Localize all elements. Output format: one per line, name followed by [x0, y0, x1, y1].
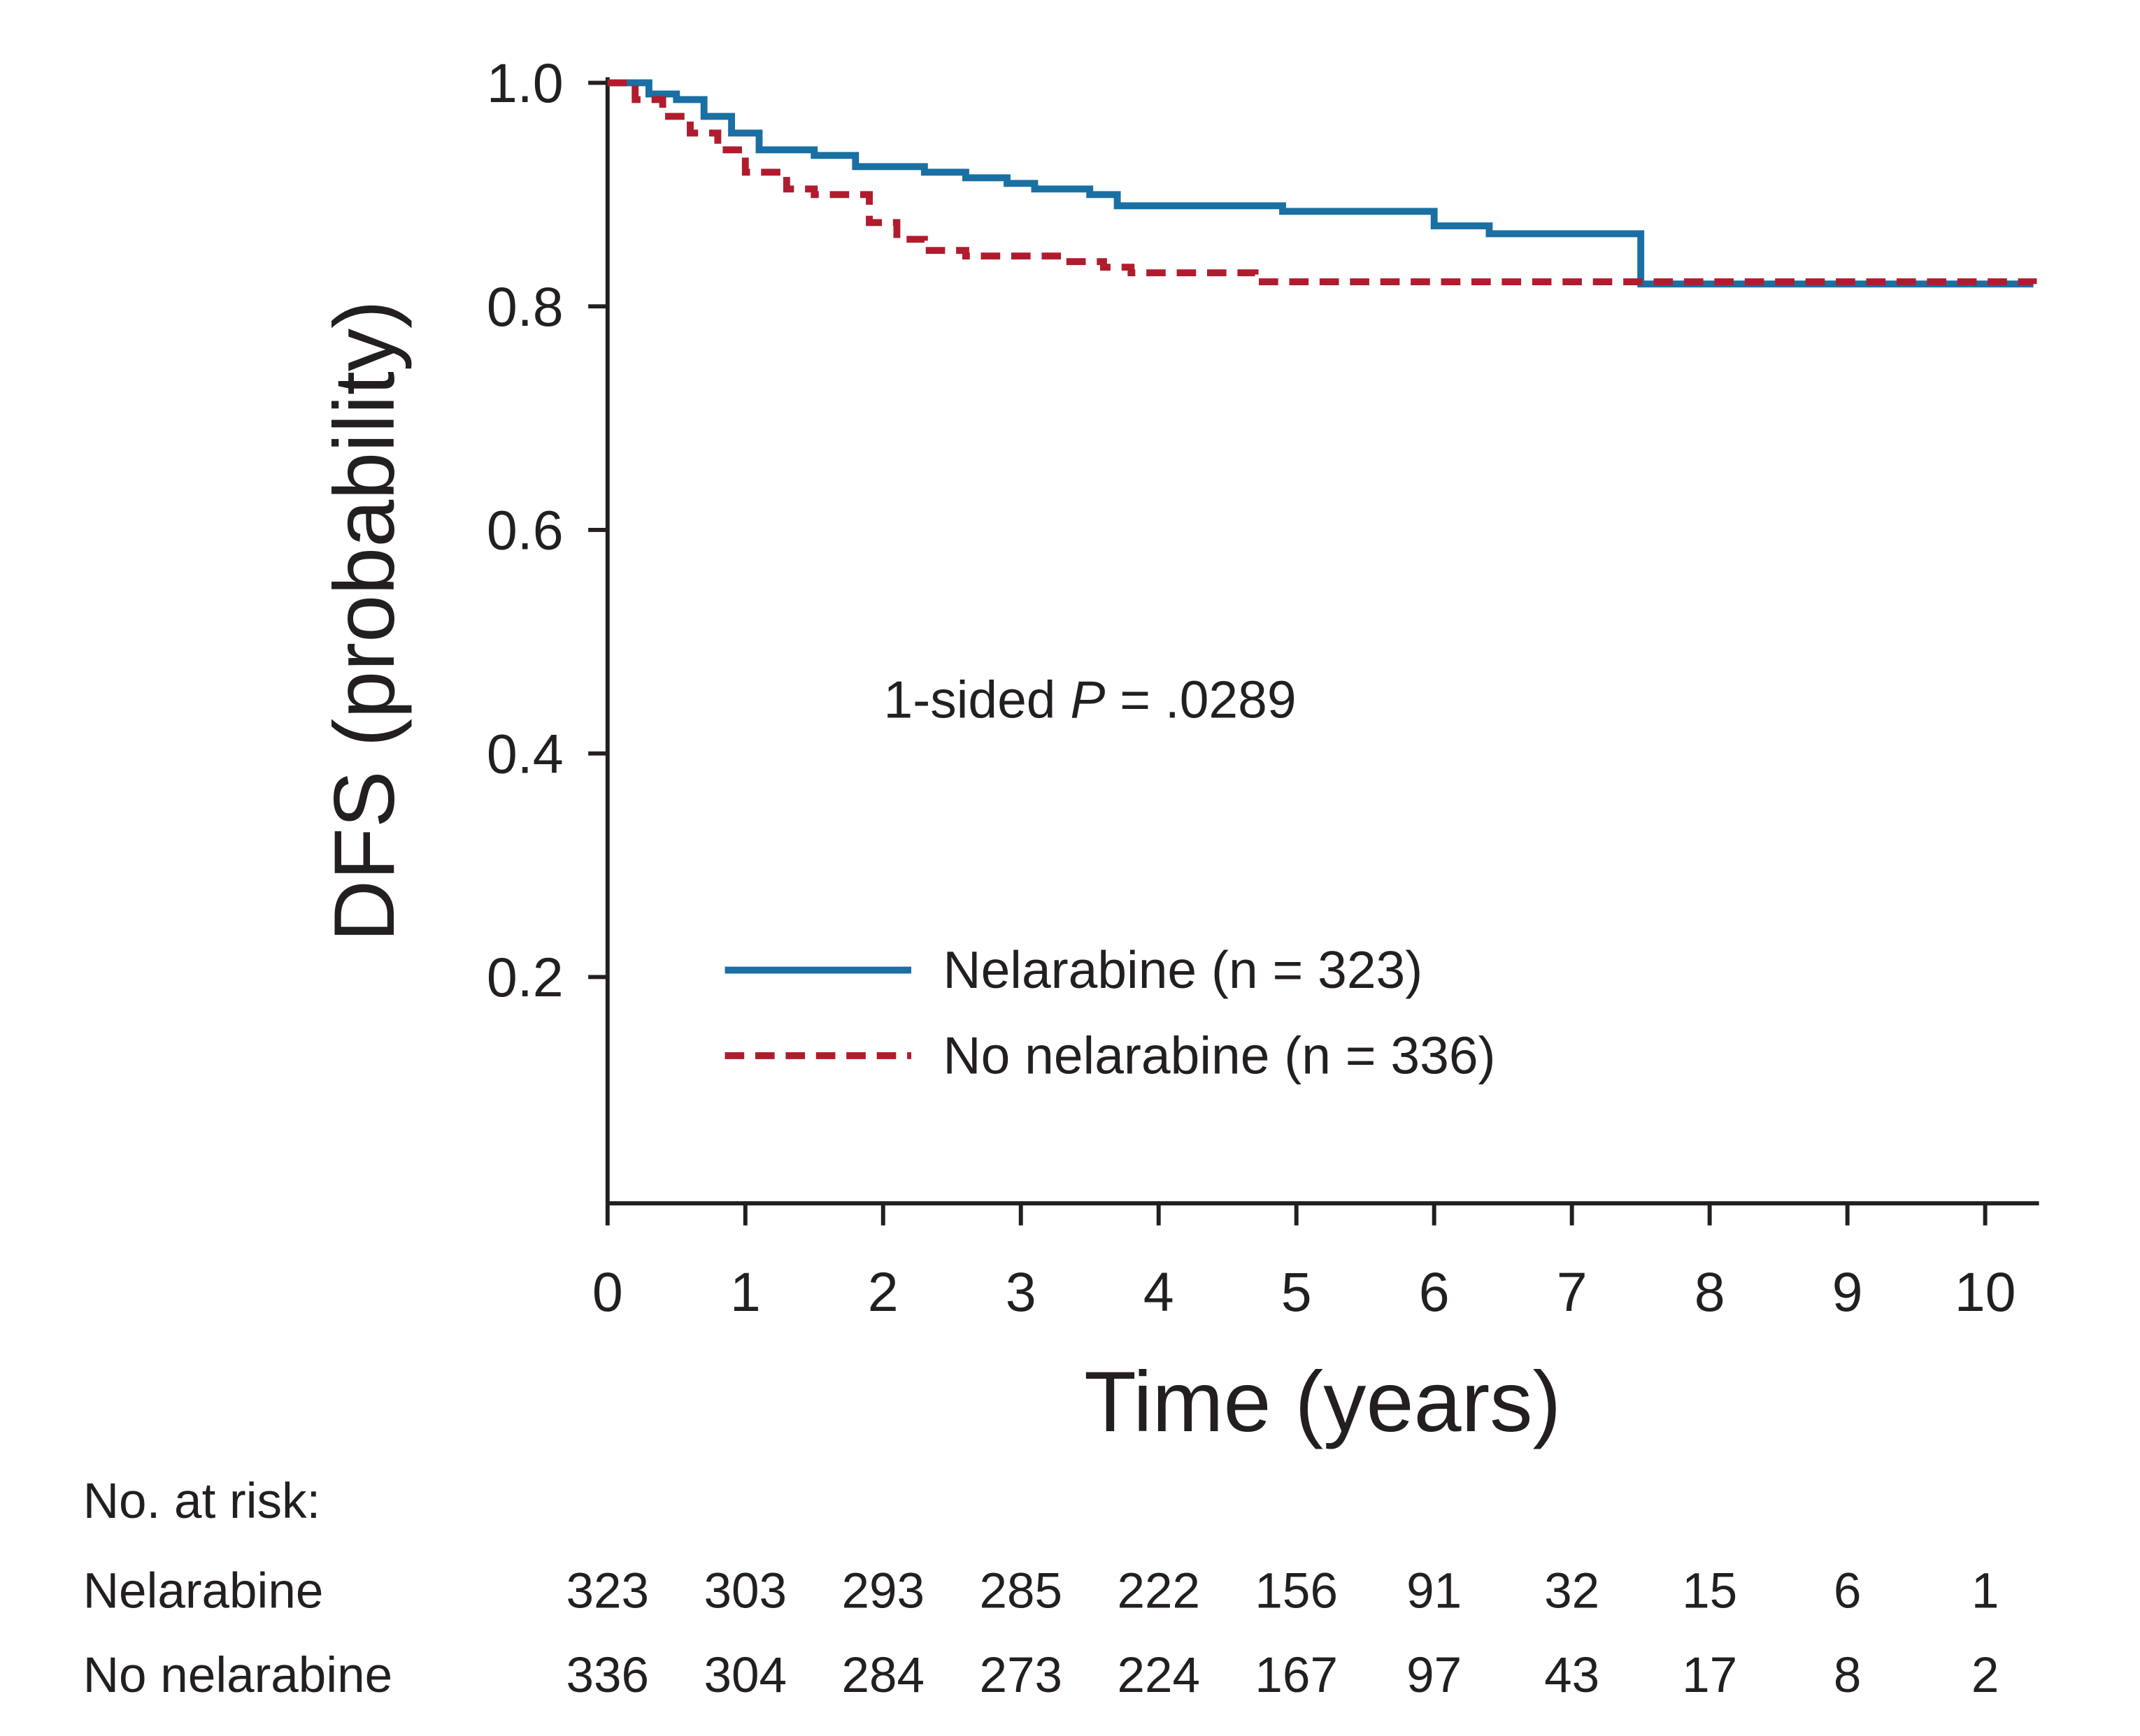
- risk-value: 336: [566, 1648, 650, 1703]
- risk-value: 91: [1406, 1563, 1462, 1619]
- x-tick-label: 3: [1006, 1261, 1036, 1323]
- curve-no-nelarabine: [607, 79, 2037, 285]
- x-tick-label: 4: [1143, 1261, 1174, 1323]
- legend-label-no-nelarabine: No nelarabine (n = 336): [943, 1026, 1495, 1085]
- risk-row-label-no-nelarabine: No nelarabine: [83, 1648, 392, 1703]
- y-tick-label: 0.8: [487, 276, 564, 338]
- risk-value: 224: [1117, 1648, 1200, 1703]
- y-tick-label: 0.4: [487, 723, 564, 784]
- y-tick-label: 0.2: [487, 947, 564, 1008]
- risk-value: 97: [1406, 1648, 1462, 1703]
- x-tick-label: 7: [1557, 1261, 1588, 1323]
- curve-nelarabine: [607, 79, 2034, 288]
- risk-value: 284: [841, 1648, 925, 1703]
- legend-label-nelarabine: Nelarabine (n = 323): [943, 940, 1422, 999]
- y-tick-label: 0.6: [487, 500, 564, 561]
- x-tick-label: 5: [1281, 1261, 1312, 1323]
- risk-table: No. at risk: Nelarabine No nelarabine 32…: [83, 1474, 1999, 1703]
- risk-value: 8: [1834, 1648, 1862, 1703]
- legend: Nelarabine (n = 323) No nelarabine (n = …: [725, 940, 1496, 1085]
- risk-value: 304: [704, 1648, 787, 1703]
- risk-row-label-nelarabine: Nelarabine: [83, 1563, 324, 1619]
- x-tick-label: 1: [730, 1261, 761, 1323]
- risk-value: 32: [1544, 1563, 1599, 1619]
- risk-value: 303: [704, 1563, 787, 1619]
- x-tick-label: 0: [592, 1261, 623, 1323]
- risk-value: 293: [841, 1563, 925, 1619]
- y-axis-label: DFS (probability): [316, 300, 412, 942]
- x-axis-label: Time (years): [1084, 1354, 1561, 1449]
- x-tick-label: 9: [1832, 1261, 1863, 1323]
- p-value-annotation: 1-sided P = .0289: [884, 670, 1297, 729]
- risk-value: 2: [1971, 1648, 1999, 1703]
- risk-table-title: No. at risk:: [83, 1474, 321, 1529]
- risk-value: 156: [1255, 1563, 1338, 1619]
- risk-value: 222: [1117, 1563, 1200, 1619]
- risk-value: 167: [1255, 1648, 1338, 1703]
- x-tick-label: 2: [868, 1261, 899, 1323]
- risk-value: 17: [1682, 1648, 1737, 1703]
- y-tick-label: 1.0: [487, 52, 564, 114]
- x-tick-label: 10: [1955, 1261, 2016, 1323]
- risk-value: 285: [979, 1563, 1062, 1619]
- axes: [605, 77, 2039, 1206]
- risk-value: 323: [566, 1563, 650, 1619]
- x-tick-label: 8: [1695, 1261, 1725, 1323]
- risk-value: 6: [1834, 1563, 1862, 1619]
- x-tick-label: 6: [1419, 1261, 1450, 1323]
- risk-value: 1: [1971, 1563, 1999, 1619]
- risk-value: 15: [1682, 1563, 1737, 1619]
- risk-value: 273: [979, 1648, 1062, 1703]
- risk-value: 43: [1544, 1648, 1599, 1703]
